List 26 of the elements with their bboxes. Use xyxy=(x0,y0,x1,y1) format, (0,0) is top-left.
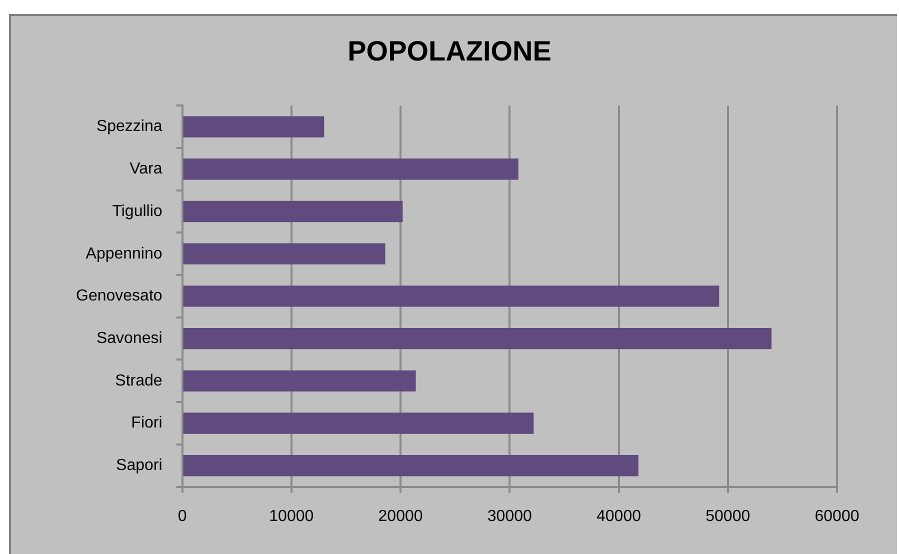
y-tick-label: Vara xyxy=(130,160,162,178)
bar xyxy=(183,243,386,264)
bar xyxy=(183,116,324,138)
y-tick-label: Savonesi xyxy=(96,330,162,347)
y-tick-label: Genovesato xyxy=(76,288,162,305)
bar xyxy=(183,286,720,307)
x-tick-label: 0 xyxy=(178,508,187,525)
bar xyxy=(183,200,403,222)
y-tick-label: Spezzina xyxy=(96,118,162,136)
chart-title: POPOLAZIONE xyxy=(348,36,552,67)
bar xyxy=(183,158,518,180)
y-tick-label: Appennino xyxy=(86,245,162,262)
x-tick-label: 50000 xyxy=(706,508,750,525)
y-tick-label: Fiori xyxy=(131,414,162,432)
x-tick-label: 60000 xyxy=(814,508,860,525)
bar xyxy=(183,370,416,392)
bar xyxy=(183,328,772,350)
bar xyxy=(183,455,638,476)
y-tick-label: Tigullio xyxy=(112,202,162,220)
x-tick-label: 40000 xyxy=(596,508,642,525)
x-tick-label: 30000 xyxy=(487,508,532,525)
bar xyxy=(183,412,534,434)
y-tick-label: Strade xyxy=(115,372,162,390)
y-tick-label: Sapori xyxy=(116,457,162,474)
x-tick-label: 10000 xyxy=(269,508,314,525)
x-tick-label: 20000 xyxy=(378,508,423,525)
